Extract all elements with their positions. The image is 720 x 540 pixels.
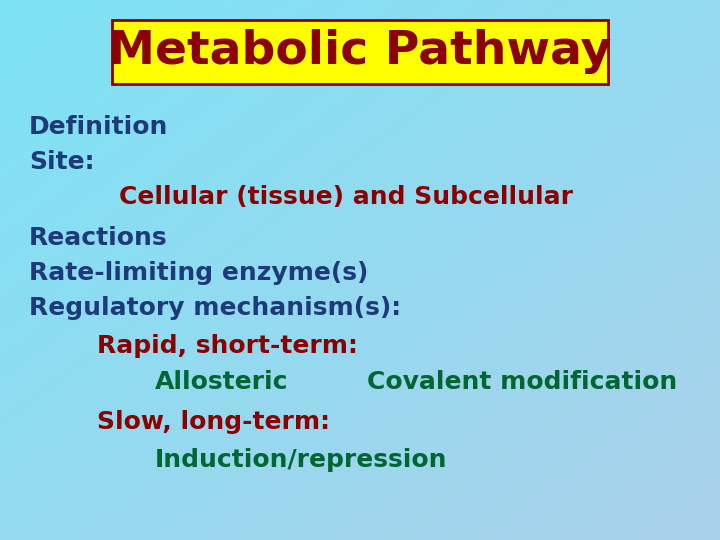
Text: Allosteric: Allosteric [155, 370, 288, 394]
Text: Metabolic Pathway: Metabolic Pathway [109, 29, 611, 75]
Text: Reactions: Reactions [29, 226, 168, 249]
Text: Cellular (tissue) and Subcellular: Cellular (tissue) and Subcellular [119, 185, 573, 209]
Text: Slow, long-term:: Slow, long-term: [97, 410, 330, 434]
Text: Rapid, short-term:: Rapid, short-term: [97, 334, 358, 357]
Text: Covalent modification: Covalent modification [367, 370, 678, 394]
Text: Site:: Site: [29, 150, 94, 174]
Text: Rate-limiting enzyme(s): Rate-limiting enzyme(s) [29, 261, 368, 285]
Text: Definition: Definition [29, 115, 168, 139]
Text: Regulatory mechanism(s):: Regulatory mechanism(s): [29, 296, 401, 320]
Text: Induction/repression: Induction/repression [155, 448, 447, 472]
